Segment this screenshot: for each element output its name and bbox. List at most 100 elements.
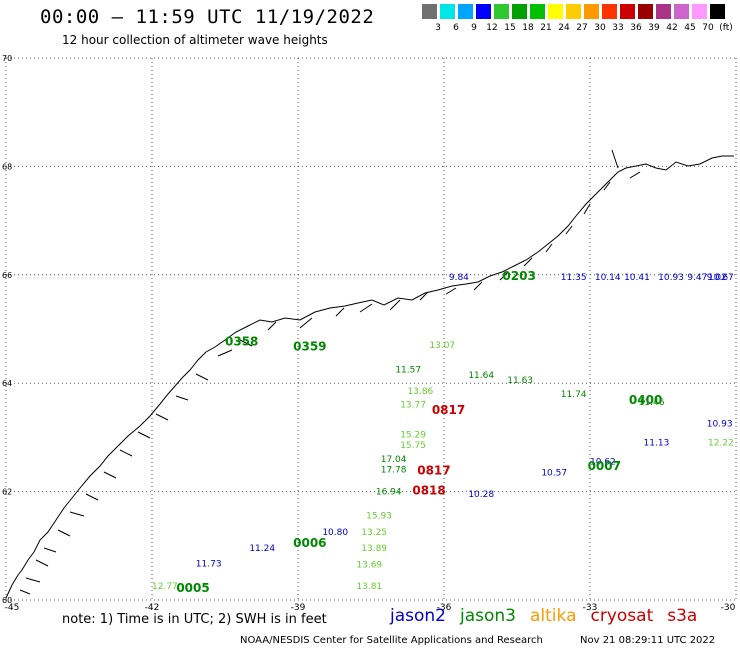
legend-entry-altika: altika [530,606,577,626]
wave-height-value: 13.81 [356,582,382,592]
color-scale-label: 36 [630,23,642,33]
wave-height-value: 13.07 [429,341,455,351]
color-scale-swatch [458,4,473,19]
wave-height-value: 10.93 [658,273,684,283]
page-title: 00:00 – 11:59 UTC 11/19/2022 [40,6,375,28]
wave-height-value: 15.75 [400,441,426,451]
wave-height-value: 11.73 [196,559,222,569]
color-scale-label: 70 [702,23,714,33]
latitude-label: 60 [2,596,12,605]
wave-height-value: 11.63 [507,376,533,386]
color-scale-swatch [656,4,671,19]
color-scale-swatch [692,4,707,19]
wave-height-value: 15.93 [366,512,392,522]
wave-height-value: 17.78 [381,466,407,476]
pass-time-label: 0400 [629,393,662,407]
color-scale-swatch [620,4,635,19]
wave-height-value: 9.84 [449,273,469,283]
wave-height-value: 13.25 [361,528,387,538]
units-note: note: 1) Time is in UTC; 2) SWH is in fe… [62,612,327,627]
pass-time-label: 0817 [432,403,465,417]
color-scale-label: 3 [435,23,441,33]
wave-height-value: 13.77 [400,401,426,411]
wave-height-value: 10.67 [708,273,734,283]
wave-height-value: 15.29 [400,430,426,440]
color-scale-label: 15 [504,23,516,33]
longitude-label: -42 [145,603,160,613]
longitude-label: -36 [437,603,452,613]
color-scale-swatch [602,4,617,19]
wave-height-value: 12.22 [708,439,734,449]
color-scale-swatch [530,4,545,19]
wave-height-value: 11.57 [395,365,421,375]
color-scale-label: 12 [486,23,498,33]
pass-time-label: 0359 [293,340,326,354]
color-scale-label: 33 [612,23,624,33]
color-scale-label: 6 [453,23,459,33]
pass-time-label: 0358 [225,334,258,348]
color-scale-swatch [638,4,653,19]
wave-height-value: 13.89 [361,544,387,554]
credit-line: NOAA/NESDIS Center for Satellite Applica… [240,635,543,646]
color-scale-label: 18 [522,23,534,33]
wave-height-value: 10.14 [595,273,621,283]
color-scale-label: (ft) [719,23,733,33]
longitude-label: -39 [291,603,306,613]
wave-height-value: 9.02 [707,273,727,283]
color-scale-swatch [566,4,581,19]
latitude-label: 64 [2,379,12,388]
pass-time-label: 0818 [412,483,445,497]
wave-height-value: 12.77 [152,582,178,592]
wave-height-value: 10.41 [624,273,650,283]
color-scale-label: 39 [648,23,660,33]
color-scale-label: 9 [471,23,477,33]
color-scale-label: 45 [684,23,696,33]
wave-height-value: 11.13 [644,439,670,449]
wave-height-value: 11.35 [561,273,587,283]
legend-entry-jason2: jason2 [390,606,446,626]
color-scale-label: 24 [558,23,570,33]
color-scale-swatch [440,4,455,19]
longitude-label: -33 [583,603,598,613]
color-scale-label: 21 [540,23,552,33]
wave-height-value: 10.57 [541,468,567,478]
color-scale-label: 42 [666,23,678,33]
pass-time-label: 0203 [502,269,535,283]
latitude-label: 62 [2,488,12,497]
wave-height-value: 9.47 [687,273,707,283]
color-scale-swatch [674,4,689,19]
color-scale-swatch [584,4,599,19]
greenland-coastline [5,155,734,599]
latitude-label: 68 [2,162,12,171]
wave-height-value: 13.69 [356,560,382,570]
pass-time-label: 0005 [176,581,209,595]
altimeter-observations: 9.84 0203 11.35 10.14 10.41 10.93 9.47 9.0210.6… [152,269,734,595]
wave-height-value: 11.64 [468,371,494,381]
color-scale-label: 27 [576,23,588,33]
wave-height-value: 10.80 [322,528,348,538]
wave-height-value: 17.04 [381,455,407,465]
longitude-label: -30 [721,603,736,613]
longitude-label: -45 [5,603,20,613]
generated-timestamp: Nov 21 08:29:11 UTC 2022 [580,635,716,646]
wave-height-value: 13.86 [408,387,434,397]
color-scale-swatch [494,4,509,19]
wave-height-value: 11.24 [249,544,275,554]
legend-entry-cryosat: cryosat [590,606,654,626]
wave-height-value: 11.74 [561,390,587,400]
legend-entry-jason3: jason3 [460,606,516,626]
pass-time-label: 0007 [588,459,621,473]
map-gridlines [5,57,737,601]
wave-height-value: 10.28 [468,490,494,500]
color-scale-swatch [422,4,437,19]
wave-height-value: 10.93 [707,420,733,430]
pass-time-label: 0006 [293,536,326,550]
color-scale-label: 30 [594,23,606,33]
pass-time-label: 0817 [417,463,450,477]
wave-height-value: 10.62 [590,458,616,468]
legend-entry-s3a: s3a [667,606,698,626]
satellite-legend: jason2 jason3 altika cryosat s3a [390,606,711,626]
latitude-label: 70 [2,54,12,63]
wave-height-value: 11.46 [639,398,665,408]
